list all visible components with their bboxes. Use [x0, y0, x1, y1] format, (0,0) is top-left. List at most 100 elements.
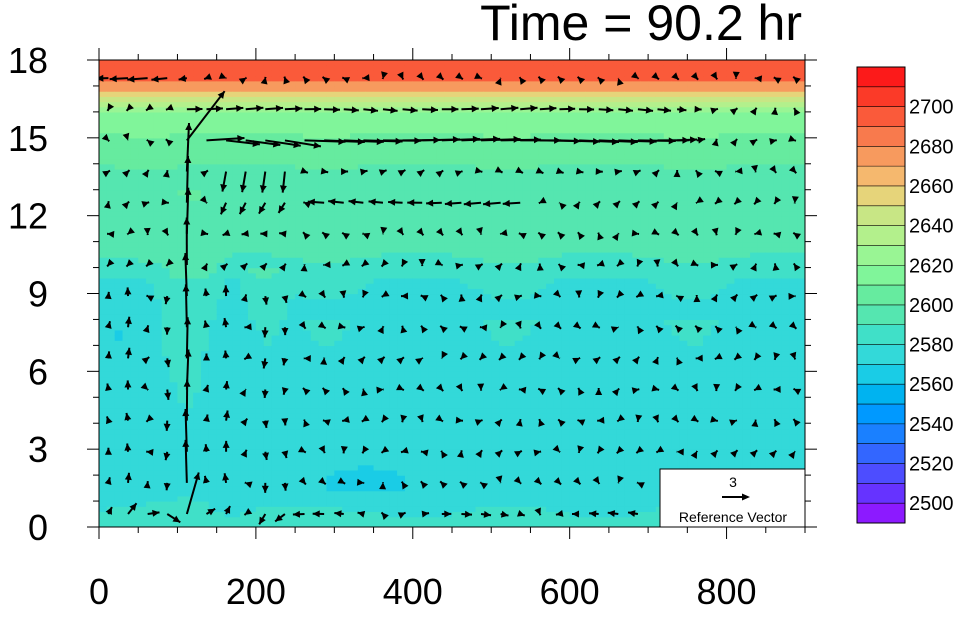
field-cell [475, 386, 484, 393]
field-cell [130, 122, 139, 129]
field-cell [271, 200, 281, 206]
field-cell [122, 501, 131, 507]
field-cell [224, 490, 233, 497]
field-cell [99, 215, 108, 222]
field-cell [130, 480, 139, 487]
field-cell [99, 241, 108, 248]
field-cell [208, 127, 218, 134]
field-cell [146, 303, 155, 310]
field-cell [412, 288, 422, 295]
field-cell [240, 272, 249, 279]
field-cell [389, 298, 398, 305]
field-cell [138, 490, 147, 497]
field-cell [318, 355, 328, 362]
field-cell [255, 267, 265, 274]
field-cell [428, 412, 437, 419]
field-cell [161, 246, 171, 253]
field-cell [302, 262, 312, 269]
field-cell [224, 402, 233, 409]
field-cell [146, 153, 155, 160]
field-cell [263, 516, 273, 523]
field-cell [310, 148, 320, 155]
field-cell [506, 65, 516, 71]
field-cell [506, 303, 516, 310]
field-cell [185, 163, 194, 170]
field-cell [334, 153, 343, 160]
field-cell [114, 189, 124, 196]
field-cell [216, 490, 226, 497]
field-cell [491, 412, 500, 419]
field-cell [279, 106, 288, 113]
field-cell [389, 329, 398, 336]
field-cell [255, 345, 265, 352]
field-cell [177, 210, 186, 217]
field-cell [106, 80, 116, 87]
field-cell [248, 428, 257, 435]
field-cell [161, 303, 171, 310]
field-cell [224, 454, 233, 461]
field-cell [342, 226, 351, 232]
field-cell [106, 257, 116, 263]
field-cell [153, 309, 163, 315]
field-cell [169, 319, 179, 326]
field-cell [146, 80, 155, 87]
field-cell [350, 101, 359, 108]
field-cell [475, 236, 484, 243]
field-cell [248, 143, 257, 149]
field-cell [506, 314, 516, 321]
field-cell [522, 283, 532, 289]
field-cell [444, 303, 453, 310]
field-cell [295, 184, 304, 191]
field-cell [404, 132, 414, 139]
field-cell [522, 117, 532, 123]
field-cell [216, 257, 226, 263]
field-cell [271, 168, 281, 175]
field-cell [506, 117, 516, 123]
field-cell [138, 324, 147, 331]
field-cell [420, 350, 430, 357]
field-cell [491, 117, 500, 123]
field-cell [130, 231, 139, 238]
field-cell [412, 418, 422, 424]
field-cell [224, 96, 233, 103]
field-cell [287, 360, 296, 367]
field-cell [240, 485, 249, 492]
field-cell [216, 174, 226, 180]
field-cell [114, 293, 124, 300]
field-cell [452, 469, 461, 476]
field-cell [452, 345, 461, 352]
field-cell [381, 148, 390, 155]
field-cell [506, 443, 516, 450]
field-cell [287, 200, 296, 206]
field-cell [467, 143, 477, 149]
field-cell [326, 127, 335, 134]
field-cell [318, 449, 328, 455]
field-cell [342, 277, 351, 284]
field-cell [428, 459, 437, 466]
field-cell [295, 122, 304, 129]
field-cell [271, 511, 281, 518]
field-cell [271, 516, 281, 523]
field-cell [318, 319, 328, 326]
field-cell [138, 335, 147, 341]
field-cell [224, 75, 233, 82]
field-cell [506, 277, 516, 284]
field-cell [185, 143, 194, 149]
field-cell [459, 475, 469, 481]
field-cell [420, 506, 430, 513]
field-cell [216, 96, 226, 103]
field-cell [365, 132, 375, 139]
field-cell [240, 220, 249, 227]
field-cell [350, 179, 359, 186]
field-cell [169, 189, 179, 196]
field-cell [99, 189, 108, 196]
field-cell [271, 340, 281, 346]
field-cell [420, 438, 430, 445]
field-cell [122, 231, 131, 238]
field-cell [334, 501, 343, 507]
field-cell [302, 111, 312, 118]
field-cell [506, 179, 516, 186]
field-cell [138, 298, 147, 305]
field-cell [224, 381, 233, 388]
field-cell [200, 423, 210, 430]
